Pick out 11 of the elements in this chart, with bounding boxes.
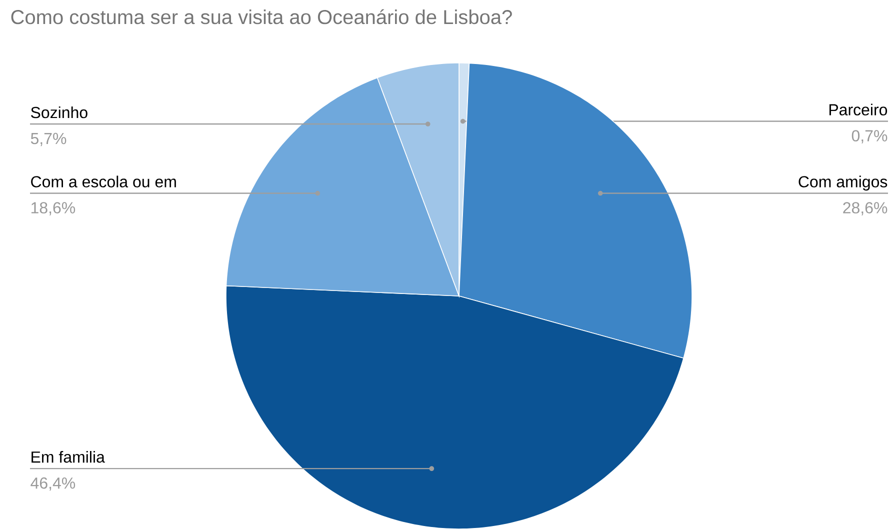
slice-label: Em familia [32, 451, 105, 463]
data-label: 18,6% [31, 202, 76, 216]
data-label: 5,7% [30, 132, 66, 146]
chart-title: Como costuma ser a sua visita ao Oceanário de Lisboa? [11, 9, 512, 24]
slice-label: Sozinho [31, 106, 88, 118]
slice-label: Com a escola ou em [31, 176, 176, 188]
data-label: 0,7% [852, 130, 888, 144]
slice-label: Parceiro [829, 104, 888, 116]
data-label: 46,4% [30, 477, 76, 491]
data-label: 28,6% [843, 202, 888, 216]
slice-label: Com amigos [798, 176, 888, 191]
